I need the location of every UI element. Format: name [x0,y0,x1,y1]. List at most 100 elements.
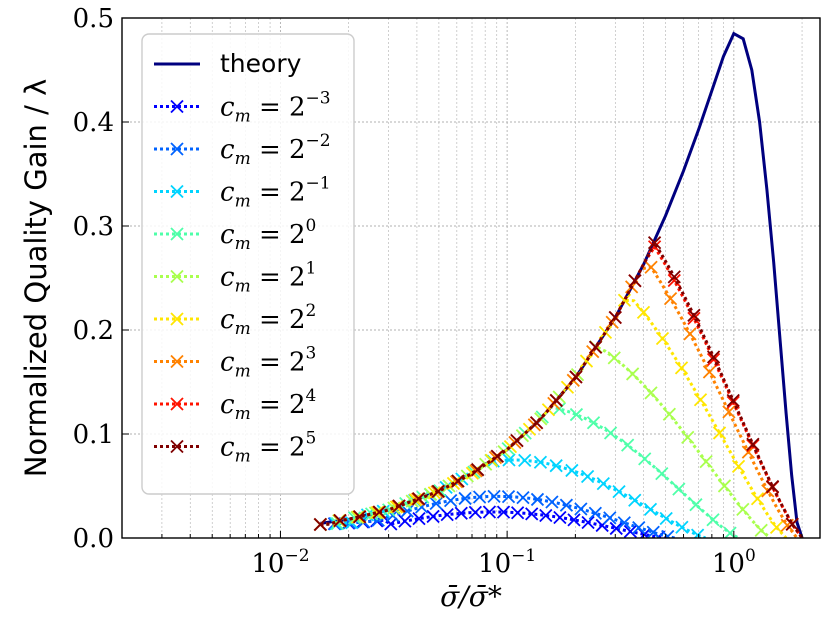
series-point [569,370,583,384]
series-point [667,270,681,284]
series-point [429,496,443,511]
series-point [717,479,732,493]
series-point [588,506,602,520]
x-tick-label: 10−2 [251,546,309,579]
legend-series-label: cm = 2−1 [220,174,331,212]
series-point [392,499,406,513]
series-point [603,426,618,440]
series-point [609,521,623,536]
y-tick-label: 0.2 [73,316,114,346]
series-curve [320,494,676,538]
series-point [683,327,697,341]
series-point [443,493,458,508]
series-point [690,528,705,538]
legend-series-marker [170,227,184,241]
series-point [736,502,750,517]
series-curve [320,243,804,538]
series-point [621,438,635,452]
series-point [632,520,646,535]
series-point [427,486,442,500]
y-tick-label: 0.1 [73,420,114,450]
series-point [687,308,701,322]
series-point [487,489,501,504]
series-point [472,490,487,504]
series-point [545,495,559,509]
series-point [347,511,362,525]
series-point [518,453,532,468]
series-point [769,520,784,535]
series-point [754,523,768,537]
plot-frame [121,17,821,539]
series-point [479,457,493,471]
legend-series-marker [170,99,184,114]
series-point [539,508,553,523]
series-point [559,498,574,512]
series-point [533,455,548,469]
legend-series-marker [170,142,184,156]
series-point [553,510,567,525]
series-point [726,393,740,408]
series-point [785,517,799,531]
legend-series-label: cm = 20 [220,216,316,254]
series-point [431,484,445,499]
series-point [681,430,695,445]
series-point [579,354,594,368]
legend-series-marker [170,269,184,284]
series-point [496,505,511,519]
series-point [617,516,631,530]
series-point [412,492,426,506]
series-point [644,386,658,400]
series-point [333,513,347,528]
series-point [674,361,689,375]
legend-series-marker [170,439,184,454]
series-point [586,416,601,430]
series-point [625,367,640,381]
series-point [384,517,398,531]
series-point [675,520,689,534]
series-point [663,291,678,306]
series-curve [320,239,804,538]
series-point [372,505,386,519]
series-point [655,466,669,481]
series-point [580,469,595,484]
series-point [454,506,468,520]
series-point [596,476,610,491]
series-point [313,517,327,532]
legend-series-marker [170,397,184,411]
series-point [549,459,563,473]
axis-ticks: 0.0 0.1 0.2 0.3 0.4 0.5 10−2 10−1 100 [73,4,803,579]
x-axis-label: σ̄/σ̄* [440,580,502,613]
series-point [746,437,760,451]
series-point [706,513,720,527]
plot-area [313,31,804,538]
legend-series-label: cm = 22 [220,301,316,339]
series-point [549,393,563,408]
legend-box [141,33,355,495]
series-point [750,492,765,506]
series-point [565,463,579,478]
series-point [702,365,717,379]
series-point [574,502,588,516]
x-tick-label: 10−1 [478,546,536,579]
series-point [643,502,658,516]
series-point [712,426,727,440]
y-tick-label: 0.3 [73,212,114,242]
series-point [699,454,713,469]
series-point [451,474,465,488]
series-point [693,393,708,407]
series-point [440,507,454,522]
series-point [689,498,703,512]
series-point [569,407,584,422]
series-point [655,331,670,346]
series-point [672,482,686,496]
x-tick-label: 100 [712,546,756,579]
series-point [468,505,482,520]
series-curve [320,510,666,538]
series-point [661,529,675,538]
series-point [603,511,617,525]
legend-series-marker [170,354,184,369]
series-point [412,512,426,526]
series-point [490,449,504,463]
series-point [722,405,736,419]
